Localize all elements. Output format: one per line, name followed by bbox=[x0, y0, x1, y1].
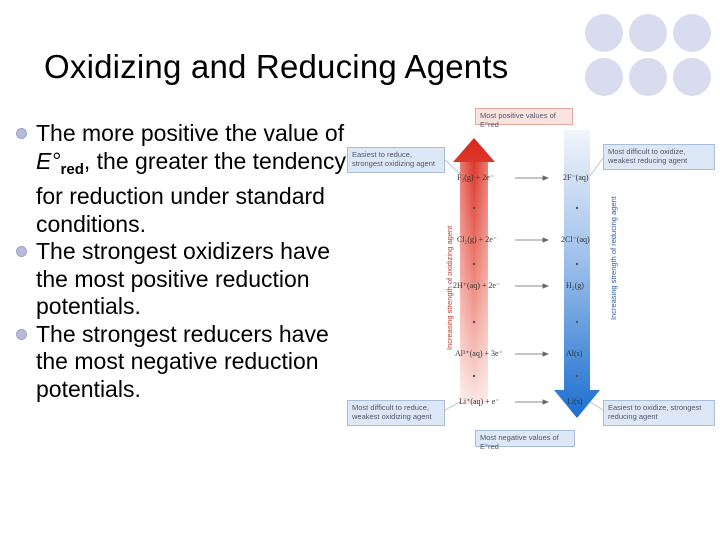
slide-title: Oxidizing and Reducing Agents bbox=[44, 48, 509, 85]
top-label-box: Most positive values of E°red bbox=[475, 108, 573, 129]
left-species: Cl₂(g) + 2e⁻ bbox=[457, 235, 497, 244]
left-species: Li⁺(aq) + e⁻ bbox=[459, 397, 500, 406]
left-species: 2H⁺(aq) + 2e⁻ bbox=[453, 281, 501, 290]
bullet-item: The strongest reducers have the most neg… bbox=[16, 321, 346, 404]
bullet-icon bbox=[16, 128, 27, 139]
right-species: Al(s) bbox=[566, 349, 583, 358]
arrows-graphic bbox=[444, 130, 604, 418]
left-species: F₂(g) + 2e⁻ bbox=[457, 173, 494, 182]
left-species: Al³⁺(aq) + 3e⁻ bbox=[455, 349, 503, 358]
right-species: 2Cl⁻(aq) bbox=[561, 235, 590, 244]
left-top-box: Easiest to reduce, strongest oxidizing a… bbox=[347, 147, 445, 173]
right-axis-label: Increasing strength of reducing agent bbox=[609, 196, 618, 320]
bullet-icon bbox=[16, 328, 27, 340]
bullet-icon bbox=[16, 246, 27, 257]
bullet-item: The strongest oxidizers have the most po… bbox=[16, 238, 346, 321]
right-top-box: Most difficult to oxidize, weakest reduc… bbox=[603, 144, 715, 170]
decorative-circles bbox=[585, 14, 720, 114]
reduction-potential-figure: Most positive values of E°red Most negat… bbox=[345, 100, 720, 451]
right-species: Li(s) bbox=[567, 397, 583, 406]
right-species: H₂(g) bbox=[566, 281, 584, 290]
bottom-label-box: Most negative values of E°red bbox=[475, 430, 575, 451]
right-bottom-box: Easiest to oxidize, strongest reducing a… bbox=[603, 400, 715, 426]
blue-arrow bbox=[554, 130, 600, 418]
bullet-item: The more positive the value of E°red, th… bbox=[16, 120, 346, 238]
bullet-list: The more positive the value of E°red, th… bbox=[16, 120, 346, 403]
right-species: 2F⁻(aq) bbox=[563, 173, 589, 182]
left-bottom-box: Most difficult to reduce, weakest oxidiz… bbox=[347, 400, 445, 426]
